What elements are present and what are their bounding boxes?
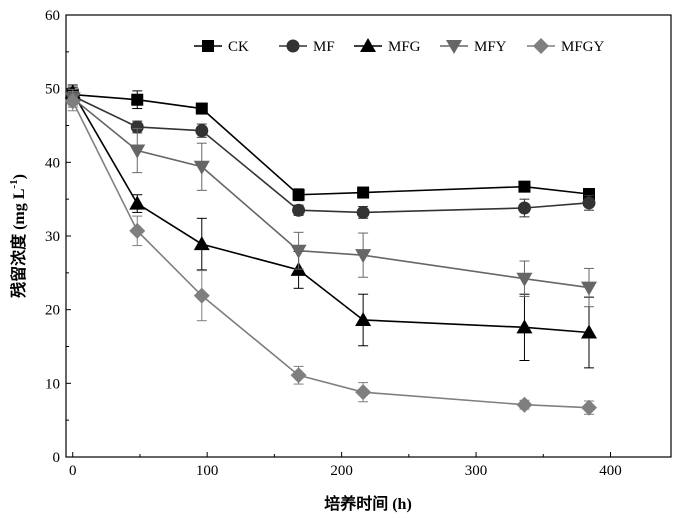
data-point	[517, 201, 531, 215]
legend-label: MFGY	[561, 39, 605, 55]
data-point	[516, 319, 533, 334]
data-point	[356, 205, 370, 219]
data-point	[355, 384, 372, 401]
data-point	[580, 281, 597, 296]
x-tick-label: 0	[69, 463, 77, 479]
series-mfg	[64, 84, 597, 369]
series-mfy	[64, 88, 597, 308]
y-axis-title: 残留浓度 (mg L-1)	[8, 174, 28, 298]
x-tick-label: 300	[465, 463, 488, 479]
legend-item-mfgy: MFGY	[527, 38, 605, 55]
data-point	[292, 188, 305, 201]
legend-item-mfg: MFG	[354, 38, 421, 55]
data-point	[580, 399, 597, 416]
y-tick-label: 40	[45, 155, 60, 171]
series-mfgy	[64, 91, 597, 416]
x-tick-label: 400	[599, 463, 622, 479]
data-point	[516, 272, 533, 287]
series-ck	[66, 86, 595, 202]
data-point	[129, 222, 146, 239]
legend-marker	[286, 39, 300, 53]
data-point	[193, 236, 210, 251]
legend-marker	[202, 40, 214, 52]
y-tick-label: 20	[45, 303, 60, 319]
data-point	[580, 324, 597, 339]
data-point	[516, 396, 533, 413]
x-axis-title: 培养时间 (h)	[324, 494, 412, 513]
axis-ticks: 0 100 200 300 400 0 10 20 30 40 50 60	[45, 8, 622, 479]
y-tick-label: 30	[45, 229, 60, 245]
series-line	[72, 93, 590, 196]
y-axis-title-main: 残留浓度 (mg L	[9, 189, 28, 298]
y-axis-title-sup: -1	[8, 179, 20, 188]
data-point	[355, 249, 372, 264]
data-point	[193, 160, 210, 175]
y-tick-label: 10	[45, 376, 60, 392]
legend-marker	[533, 38, 549, 54]
data-point	[129, 144, 146, 159]
data-point	[582, 196, 596, 210]
legend-label: MFG	[388, 39, 421, 55]
data-point	[357, 186, 370, 199]
y-tick-label: 50	[45, 82, 60, 98]
data-point	[131, 93, 144, 106]
legend-marker	[446, 40, 462, 54]
legend-item-mfy: MFY	[440, 39, 507, 55]
data-point	[129, 195, 146, 210]
data-point	[292, 203, 306, 217]
data-point	[355, 311, 372, 326]
x-tick-label: 200	[330, 463, 353, 479]
data-point	[290, 244, 307, 259]
x-tick-label: 100	[196, 463, 219, 479]
y-tick-label: 0	[53, 450, 61, 466]
data-point	[195, 124, 209, 138]
y-axis-title-tail: )	[11, 174, 28, 179]
data-point	[518, 180, 531, 193]
data-point	[195, 102, 208, 115]
data-point	[64, 93, 81, 110]
series-layer	[64, 84, 597, 416]
data-point	[290, 367, 307, 384]
legend-marker	[360, 38, 376, 52]
legend-item-mf: MF	[279, 39, 335, 55]
legend-item-ck: CK	[194, 39, 249, 55]
legend: CK MF MFG MFY MFGY	[194, 38, 605, 55]
data-point	[582, 188, 595, 201]
legend-label: CK	[228, 39, 249, 55]
legend-label: MF	[313, 39, 335, 55]
y-tick-label: 60	[45, 8, 60, 24]
data-point	[193, 287, 210, 304]
series-line	[72, 100, 590, 409]
legend-label: MFY	[474, 39, 507, 55]
data-point	[130, 120, 144, 134]
